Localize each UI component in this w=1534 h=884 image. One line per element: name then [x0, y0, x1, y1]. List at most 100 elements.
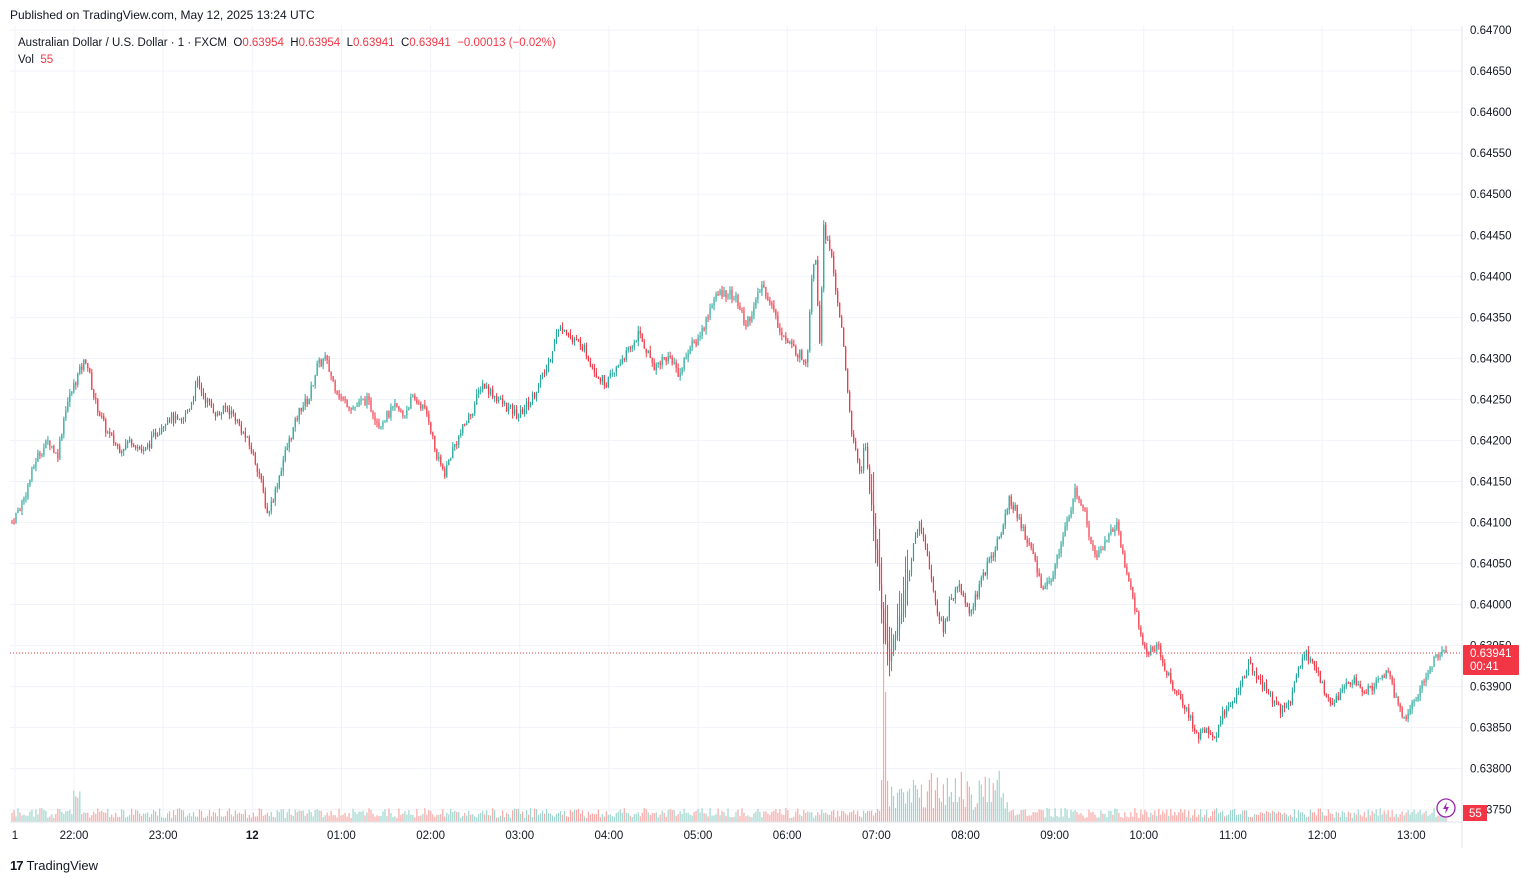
candle-body	[519, 409, 522, 417]
candle-body	[707, 317, 709, 319]
candle-body	[512, 405, 514, 414]
volume-bar	[466, 815, 468, 822]
candle-body	[310, 385, 312, 399]
candle-body	[673, 362, 675, 364]
volume-bar	[1194, 809, 1196, 822]
candle-body	[468, 414, 470, 423]
candle-body	[1345, 682, 1347, 687]
volume-bar	[689, 814, 691, 822]
volume-bar	[1098, 817, 1100, 822]
candle-body	[338, 394, 340, 398]
candle-body	[567, 333, 570, 335]
candle-body	[711, 305, 713, 309]
volume-bar	[851, 811, 853, 822]
volume-bar	[288, 808, 290, 822]
candle-body	[872, 504, 875, 526]
volume-bar	[1295, 817, 1298, 822]
volume-bar	[962, 799, 964, 822]
volume-bar	[502, 810, 504, 822]
volume-bar	[886, 780, 889, 822]
candle-body	[1251, 663, 1254, 672]
candle-body	[162, 426, 165, 428]
volume-bar	[1130, 812, 1132, 822]
volume-bar	[1162, 810, 1164, 822]
candle-body	[109, 432, 111, 434]
volume-bar	[1106, 817, 1108, 822]
volume-bar	[1170, 808, 1172, 822]
candle-body	[348, 407, 350, 409]
symbol-label[interactable]: Australian Dollar / U.S. Dollar · 1 · FX…	[18, 37, 227, 49]
time-axis[interactable]: 1 22:00 23:00 12 01:00 02:00 03:00 04:00 05:00 06…	[12, 830, 1426, 842]
candle-body	[813, 264, 815, 279]
candle-body	[896, 628, 899, 636]
volume-bar	[1186, 816, 1188, 822]
candle-body	[1415, 699, 1417, 701]
candle-body	[1299, 667, 1302, 669]
candle-body	[1026, 539, 1028, 543]
candle-body	[765, 287, 767, 297]
candle-body	[601, 375, 603, 382]
candle-body	[392, 406, 394, 408]
volume-bar	[539, 813, 542, 822]
candle-body	[1405, 716, 1407, 720]
volume-bar	[1000, 797, 1002, 822]
candle-body	[15, 512, 17, 523]
candle-body	[791, 341, 793, 344]
candle-body	[1281, 705, 1284, 714]
candle-body	[819, 305, 821, 343]
volume-bar	[484, 814, 486, 822]
volume-bar	[1273, 811, 1276, 822]
candle-body	[1403, 716, 1405, 718]
volume-bar	[865, 812, 867, 822]
candle-body	[677, 367, 679, 377]
volume-bar	[25, 815, 27, 822]
grid	[10, 26, 1462, 822]
candle-body	[1206, 727, 1208, 733]
volume-bar	[727, 808, 729, 822]
x-tick-label: 03:00	[505, 830, 534, 842]
price-axis[interactable]: 0.647000.646500.646000.645500.645000.644…	[1470, 25, 1512, 817]
candle-body	[370, 400, 372, 412]
volume-bar	[565, 816, 568, 822]
footer-brand[interactable]: 17 TradingView	[10, 858, 98, 873]
volume-bar	[1361, 816, 1363, 822]
volume-bar	[69, 809, 71, 822]
volume-bar	[998, 770, 1000, 822]
candle-body	[906, 580, 909, 590]
candle-body	[1347, 682, 1349, 684]
candle-body	[952, 598, 954, 600]
volume-bar	[531, 817, 534, 822]
volume-bar	[182, 810, 185, 822]
volume-bar	[1016, 814, 1018, 822]
volume-bar	[1178, 812, 1180, 822]
lightning-icon[interactable]	[1436, 798, 1456, 818]
y-tick-label: 0.64350	[1470, 312, 1512, 324]
candle-body	[268, 511, 270, 514]
volume-bar	[1152, 814, 1154, 822]
volume-bar	[1315, 815, 1317, 822]
volume-bar	[298, 810, 300, 822]
volume-bar	[220, 816, 223, 822]
volume-bar	[1182, 812, 1184, 822]
candle-body	[775, 310, 777, 316]
candle-body	[753, 306, 755, 316]
candle-body	[555, 332, 558, 343]
volume-bar	[1393, 816, 1395, 822]
volume-bar	[898, 789, 901, 822]
candle-body	[527, 401, 530, 407]
candle-body	[230, 410, 232, 415]
volume-bar	[282, 809, 284, 822]
candle-body	[462, 424, 464, 434]
volume-bar	[280, 809, 282, 822]
volume-bar	[837, 810, 839, 822]
volume-bar	[908, 788, 911, 822]
candle-body	[450, 458, 452, 460]
volume-bar	[669, 808, 671, 822]
candle-body	[855, 441, 857, 449]
volume-label[interactable]: Vol	[18, 54, 34, 66]
volume-bar	[825, 812, 827, 822]
candle-body	[1082, 505, 1084, 508]
volume-bar	[1313, 812, 1315, 822]
candle-body	[71, 391, 73, 394]
